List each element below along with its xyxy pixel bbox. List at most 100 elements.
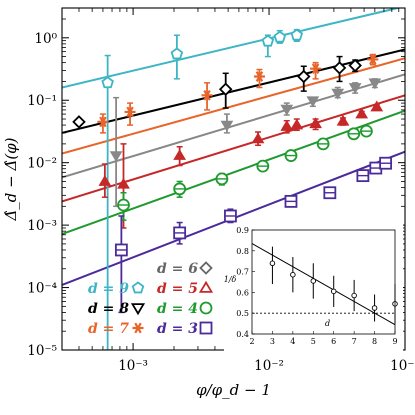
data-point (170, 47, 184, 60)
data-point (98, 174, 112, 186)
series-d-3 (114, 156, 393, 314)
legend-marker (132, 322, 144, 334)
x-tick-label: 10⁻³ (118, 358, 148, 374)
legend-label: d = 4 (157, 301, 198, 317)
y-tick-label: 10⁻² (27, 156, 57, 172)
inset-x-tick-label: 4 (290, 337, 295, 346)
legend-label: d = 5 (157, 281, 198, 297)
fit-line-d-5 (62, 94, 405, 203)
legend-label: d = 8 (88, 301, 129, 317)
data-point (280, 119, 294, 131)
inset-x-tick-label: 9 (392, 337, 397, 346)
data-point (117, 177, 130, 189)
series-d-7 (97, 53, 379, 134)
data-point (367, 54, 379, 65)
data-point (261, 34, 275, 47)
series-d-6 (109, 78, 382, 208)
x-tick-label: 10⁻¹ (390, 358, 415, 374)
legend: d = 9 d = 8 d = 7 d = 6 d = 5 d = 4 d = 3 (88, 261, 214, 337)
data-point (173, 149, 187, 160)
data-point (253, 71, 265, 82)
inset-y-axis-label: 1/δ (224, 275, 237, 284)
legend-marker (199, 301, 213, 315)
main-axes: 10⁻³ 10⁻² 10⁻¹ 10⁻⁵ 10⁻⁴ 10⁻³ 10⁻² 10⁻¹ 10⁰ φ/φ_d… (2, 7, 415, 399)
inset-fit-line (251, 243, 396, 326)
data-point (220, 120, 234, 132)
y-axis-label: Δ̂_d − Δ̂(φ) (2, 137, 20, 221)
legend-label: d = 3 (157, 321, 198, 337)
inset-data-point (330, 288, 337, 295)
inset-x-tick-label: 6 (331, 337, 336, 346)
series-d-4 (117, 124, 373, 221)
legend-marker (199, 321, 213, 335)
legend-label: d = 9 (88, 281, 129, 297)
inset-data-point (269, 260, 276, 267)
data-point (355, 107, 369, 119)
inset-frame (251, 229, 396, 335)
inset-x-axis-label: d (325, 319, 330, 328)
inset-x-tick-label: 2 (249, 337, 254, 346)
x-tick-label: 10⁻² (254, 358, 284, 374)
fit-line-d-8 (62, 48, 405, 134)
y-tick-label: 10⁻⁴ (27, 281, 57, 297)
data-point (348, 83, 362, 94)
inset-data-point (351, 292, 357, 299)
y-tick-label: 10⁻³ (27, 218, 57, 234)
y-tick-label: 10⁰ (34, 31, 57, 47)
data-point (290, 28, 304, 41)
data-point (331, 88, 345, 100)
legend-marker (198, 280, 214, 293)
inset-plot: 2 3 4 5 6 7 8 9 0.4 0.5 0.6 0.7 0.8 0.9 d 1/δ (224, 224, 403, 352)
inset-y-tick-label: 0.5 (236, 309, 249, 318)
data-point (310, 63, 322, 75)
inset-data-point (290, 271, 296, 278)
data-point (72, 115, 86, 129)
data-point (296, 69, 311, 84)
series-d-8 (72, 55, 362, 129)
data-point (101, 76, 114, 89)
main-plot-marks (62, 8, 405, 350)
inset-x-tick-label: 3 (270, 337, 275, 346)
data-point (97, 116, 109, 128)
inset-data-point (371, 305, 378, 311)
inset-y-tick-label: 0.6 (236, 288, 249, 297)
inset-y-tick-label: 0.8 (236, 247, 249, 256)
legend-marker (199, 261, 213, 275)
data-point (109, 151, 123, 163)
inset-data-point (310, 278, 317, 284)
data-point (290, 118, 304, 130)
data-point (336, 114, 350, 126)
data-point (218, 82, 233, 97)
inset-x-tick-label: 5 (311, 337, 316, 346)
fit-line-d-7 (62, 57, 405, 155)
fit-line-d-6 (62, 73, 405, 179)
fit-line-d-9 (62, 8, 402, 89)
inset-x-tick-label: 8 (372, 337, 377, 346)
y-tick-label: 10⁻¹ (27, 93, 57, 109)
data-point (201, 89, 213, 101)
data-point (280, 104, 294, 116)
data-point (368, 78, 382, 90)
data-point (124, 106, 136, 118)
data-point (251, 132, 265, 144)
legend-label: d = 7 (88, 321, 129, 337)
fit-line-d-4 (62, 109, 405, 235)
legend-marker (130, 303, 146, 316)
data-point (309, 117, 322, 129)
series-d-9 (101, 28, 304, 350)
data-point (306, 96, 320, 108)
inset-x-tick-label: 7 (352, 337, 357, 346)
y-tick-label: 10⁻⁵ (27, 343, 57, 359)
legend-marker (131, 281, 145, 294)
inset-y-tick-label: 0.7 (236, 268, 249, 277)
inset-y-tick-label: 0.4 (236, 330, 249, 339)
series-d-5 (98, 100, 384, 229)
data-point (348, 58, 362, 73)
data-point (273, 30, 287, 43)
data-point (332, 61, 347, 75)
inset-y-tick-label: 0.9 (236, 226, 249, 235)
x-axis-label: φ/φ_d − 1 (196, 381, 271, 399)
data-point (370, 100, 384, 112)
